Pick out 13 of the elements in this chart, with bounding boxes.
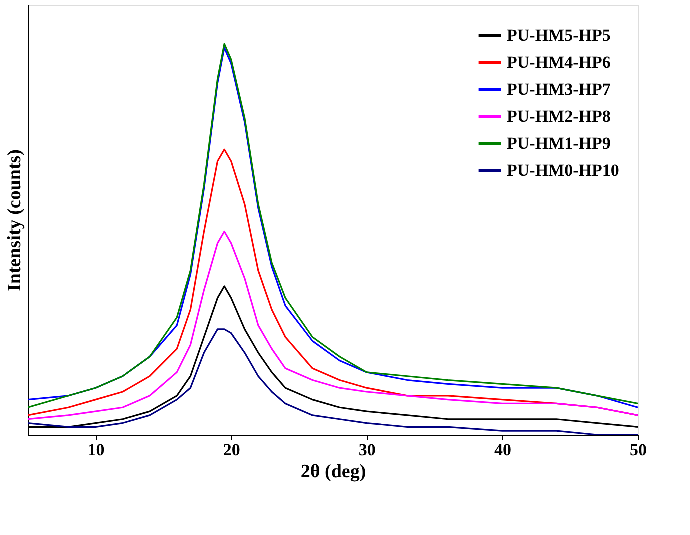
legend-label: PU-HM5-HP5 — [507, 26, 611, 45]
x-tick-label: 20 — [223, 440, 240, 460]
legend-label: PU-HM1-HP9 — [507, 134, 611, 153]
legend-label: PU-HM4-HP6 — [507, 53, 611, 72]
x-tick-label: 10 — [88, 440, 105, 460]
x-tick-label: 30 — [358, 440, 376, 460]
legend-label: PU-HM2-HP8 — [507, 107, 611, 126]
y-axis-title: Intensity (counts) — [4, 150, 26, 292]
legend-label: PU-HM3-HP7 — [507, 80, 612, 99]
x-axis-title: 2θ (deg) — [300, 462, 366, 482]
legend-label: PU-HM0-HP10 — [507, 161, 620, 180]
x-tick-label: 50 — [630, 440, 647, 460]
x-tick-label: 40 — [494, 440, 512, 460]
